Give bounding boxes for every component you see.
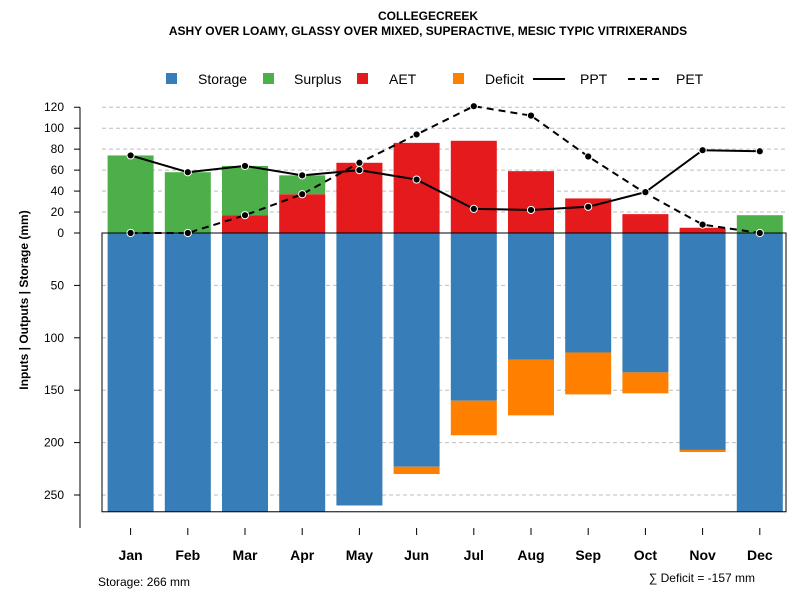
ppt-point bbox=[526, 205, 536, 215]
aet-bar bbox=[622, 214, 669, 233]
y-tick-label: 0 bbox=[57, 226, 64, 240]
storage-bar bbox=[393, 233, 440, 467]
storage-bar bbox=[679, 233, 726, 450]
aet-bar bbox=[222, 215, 268, 233]
legend-swatch bbox=[357, 73, 368, 84]
bars bbox=[101, 140, 787, 513]
legend-label: Deficit bbox=[485, 71, 524, 87]
deficit-bar bbox=[508, 359, 554, 416]
storage-bar bbox=[107, 233, 154, 512]
x-tick-label: Nov bbox=[689, 547, 716, 563]
legend-swatch bbox=[166, 73, 177, 84]
x-tick-label: Mar bbox=[233, 547, 258, 563]
ppt-point bbox=[469, 204, 478, 213]
surplus-bar bbox=[164, 172, 211, 233]
y-tick-label: 40 bbox=[51, 184, 65, 198]
pet-point bbox=[183, 228, 192, 238]
legend-label: Surplus bbox=[294, 71, 341, 87]
storage-bar bbox=[279, 233, 326, 512]
series-lines bbox=[126, 102, 764, 238]
storage-bar bbox=[622, 233, 669, 373]
pet-point bbox=[755, 228, 764, 238]
x-tick-label: Aug bbox=[517, 547, 544, 563]
pet-point bbox=[298, 190, 307, 199]
storage-bar bbox=[336, 233, 383, 506]
pet-point bbox=[412, 130, 421, 139]
y-tick-label: 150 bbox=[44, 383, 64, 397]
ppt-point bbox=[355, 166, 364, 175]
pet-point bbox=[126, 228, 135, 238]
x-tick-label: Jul bbox=[464, 547, 484, 563]
chart-subtitle: ASHY OVER LOAMY, GLASSY OVER MIXED, SUPE… bbox=[169, 24, 687, 38]
y-tick-label: 200 bbox=[44, 436, 64, 450]
pet-point bbox=[469, 102, 478, 111]
ppt-point bbox=[584, 202, 593, 211]
x-tick-label: Oct bbox=[634, 547, 658, 563]
pet-line bbox=[130, 105, 760, 234]
pet-point bbox=[240, 211, 250, 220]
y-tick-label: 60 bbox=[51, 163, 65, 177]
storage-bar bbox=[164, 233, 211, 512]
surplus-bar bbox=[107, 155, 154, 233]
aet-bar bbox=[679, 227, 726, 233]
x-tick-label: Apr bbox=[290, 547, 315, 563]
y-tick-label: 80 bbox=[51, 142, 65, 156]
ppt-point bbox=[698, 146, 707, 155]
ppt-line bbox=[130, 149, 760, 211]
gridlines bbox=[102, 106, 786, 496]
deficit-bar bbox=[450, 400, 497, 436]
ppt-point bbox=[298, 171, 307, 180]
ppt-point bbox=[126, 151, 135, 160]
pet-point bbox=[526, 111, 536, 120]
legend-label: PET bbox=[676, 71, 704, 87]
deficit-bar bbox=[679, 449, 726, 453]
surplus-bar bbox=[222, 165, 268, 216]
legend-label: Storage bbox=[198, 71, 247, 87]
ppt-point bbox=[412, 175, 421, 184]
y-tick-label: 20 bbox=[51, 205, 65, 219]
storage-bar bbox=[222, 233, 268, 512]
legend-label: PPT bbox=[580, 71, 608, 87]
legend-swatch bbox=[453, 73, 464, 84]
axes: 0 20 40 60 80 100 120 50 100 150 200 250 Jan Feb Mar Ap… bbox=[44, 100, 773, 563]
legend-label: AET bbox=[389, 71, 417, 87]
y-tick-label: 250 bbox=[44, 488, 64, 502]
deficit-bar bbox=[565, 352, 612, 395]
x-tick-label: May bbox=[346, 547, 373, 563]
pet-point bbox=[355, 158, 364, 167]
aet-bar bbox=[450, 140, 497, 233]
deficit-bar bbox=[393, 466, 440, 475]
ppt-point bbox=[240, 161, 250, 171]
y-axis-label: Inputs | Outputs | Storage (mm) bbox=[17, 210, 31, 389]
ppt-point bbox=[641, 188, 650, 197]
y-tick-label: 50 bbox=[51, 278, 65, 292]
legend-swatch bbox=[263, 73, 274, 84]
storage-bar bbox=[736, 233, 783, 512]
x-tick-label: Jun bbox=[404, 547, 429, 563]
y-tick-label: 100 bbox=[44, 121, 64, 135]
chart-title: COLLEGECREEK bbox=[378, 9, 478, 23]
deficit-bar bbox=[622, 372, 669, 394]
x-tick-label: Dec bbox=[747, 547, 773, 563]
y-tick-label: 100 bbox=[44, 331, 64, 345]
aet-bar bbox=[508, 171, 554, 233]
pet-point bbox=[698, 220, 707, 229]
y-tick-label: 120 bbox=[44, 100, 64, 114]
storage-note: Storage: 266 mm bbox=[98, 575, 190, 589]
ppt-point bbox=[755, 147, 764, 156]
x-tick-label: Sep bbox=[575, 547, 601, 563]
surplus-bar bbox=[736, 215, 783, 233]
legend: Storage Surplus AET Deficit PPT PET bbox=[166, 71, 704, 87]
surplus-bar bbox=[279, 175, 326, 195]
storage-bar bbox=[565, 233, 612, 353]
storage-bar bbox=[450, 233, 497, 401]
storage-bar bbox=[508, 233, 554, 360]
x-tick-label: Feb bbox=[175, 547, 200, 563]
deficit-note: ∑ Deficit = -157 mm bbox=[649, 571, 755, 585]
pet-point bbox=[584, 152, 593, 161]
x-tick-label: Jan bbox=[119, 547, 143, 563]
ppt-point bbox=[183, 168, 192, 177]
aet-bar bbox=[336, 162, 383, 233]
